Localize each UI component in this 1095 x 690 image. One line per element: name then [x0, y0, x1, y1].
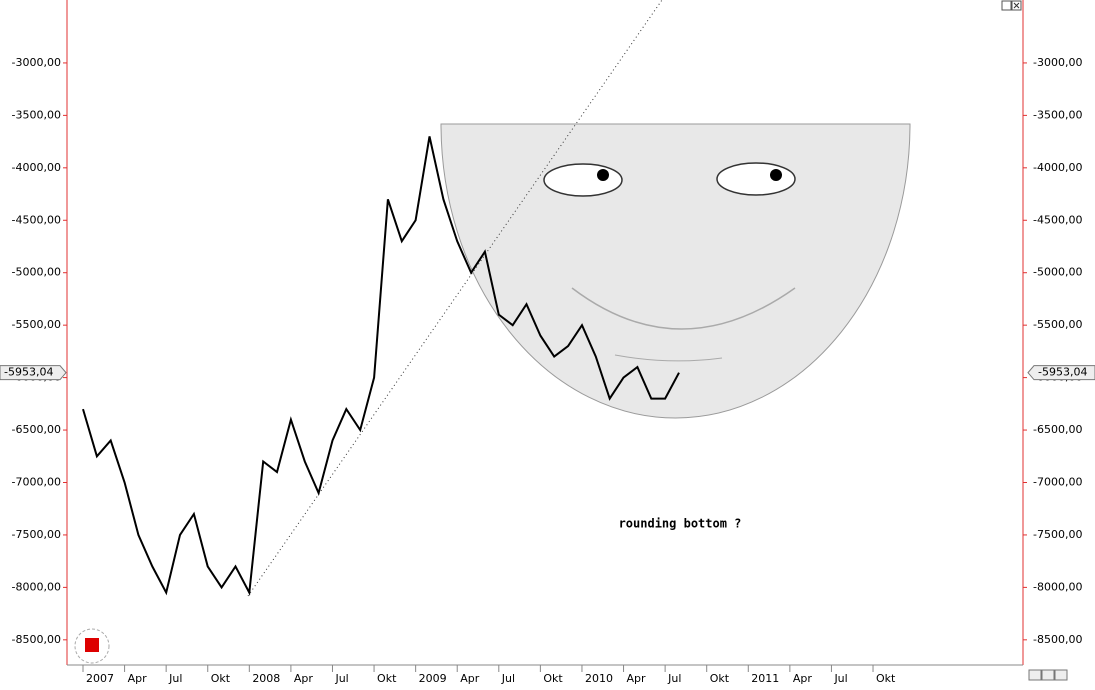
pupil	[770, 169, 782, 181]
logo-box	[85, 638, 99, 652]
y2-tick-label: -6500,00	[1033, 423, 1082, 436]
last-value-tag	[0, 365, 67, 381]
y-tick-label: -7000,00	[12, 475, 61, 488]
annotation: rounding bottom ?	[619, 517, 742, 531]
y-tick-label: -4000,00	[12, 161, 61, 174]
last-value-label: -5953,04	[4, 366, 53, 379]
maximize-button[interactable]	[1001, 0, 1012, 11]
y2-tick-label: -8000,00	[1033, 580, 1082, 593]
window-buttons[interactable]	[1001, 0, 1022, 11]
y-tick-label: -8500,00	[12, 633, 61, 646]
x-tick-label: Apr	[460, 672, 480, 685]
y-tick-label: -5500,00	[12, 318, 61, 331]
y2-tick-label: -7000,00	[1033, 475, 1082, 488]
x-tick-label: Jul	[833, 672, 847, 685]
logo-wreath	[74, 628, 110, 664]
y2-tick-label: -7500,00	[1033, 528, 1082, 541]
x-tick-label: Okt	[710, 672, 730, 685]
y2-tick-label: -3500,00	[1033, 108, 1082, 121]
x-tick-label: 2009	[419, 672, 447, 685]
x-tick-label: 2008	[252, 672, 280, 685]
smile	[571, 287, 796, 330]
x-tick-label: 2010	[585, 672, 613, 685]
y-tick-label: -6500,00	[12, 423, 61, 436]
y2-tick-label: -4000,00	[1033, 161, 1082, 174]
face	[440, 123, 911, 419]
smiley-overlay	[440, 123, 911, 419]
logo	[74, 628, 110, 664]
nav-button[interactable]	[1028, 669, 1042, 681]
x-tick-label: Jul	[501, 672, 515, 685]
y2-tick-label: -5000,00	[1033, 266, 1082, 279]
x-tick-label: Jul	[168, 672, 182, 685]
y2-tick-label: -5500,00	[1033, 318, 1082, 331]
x-tick-label: Okt	[377, 672, 397, 685]
eye	[543, 163, 623, 197]
y2-tick-label: -3000,00	[1033, 56, 1082, 69]
nav-buttons[interactable]	[1028, 669, 1068, 681]
nav-button[interactable]	[1054, 669, 1068, 681]
y-tick-label: -3500,00	[12, 108, 61, 121]
smile-line	[614, 354, 723, 362]
y-tick-label: -8000,00	[12, 580, 61, 593]
eye	[716, 162, 796, 196]
y-tick-label: -5000,00	[12, 266, 61, 279]
last-value-tag-right	[1027, 365, 1095, 381]
x-tick-label: Okt	[543, 672, 563, 685]
y2-tick-label: -4500,00	[1033, 213, 1082, 226]
x-tick-label: 2011	[751, 672, 779, 685]
price-line	[82, 136, 680, 596]
x-tick-label: Jul	[334, 672, 348, 685]
x-tick-label: Apr	[294, 672, 314, 685]
y2-tick-label: -8500,00	[1033, 633, 1082, 646]
x-tick-label: Okt	[211, 672, 231, 685]
x-tick-label: Jul	[667, 672, 681, 685]
x-tick-label: 2007	[86, 672, 114, 685]
y-tick-label: -4500,00	[12, 213, 61, 226]
close-icon	[1013, 2, 1020, 9]
x-tick-label: Okt	[876, 672, 896, 685]
x-tick-label: Apr	[128, 672, 148, 685]
nav-button[interactable]	[1041, 669, 1055, 681]
y-tick-label: -3000,00	[12, 56, 61, 69]
last-value-label-right: -5953,04	[1038, 366, 1087, 379]
y-tick-label: -7500,00	[12, 528, 61, 541]
pupil	[597, 169, 609, 181]
trend-line	[247, 0, 663, 597]
x-tick-label: Apr	[627, 672, 647, 685]
x-tick-label: Apr	[793, 672, 813, 685]
